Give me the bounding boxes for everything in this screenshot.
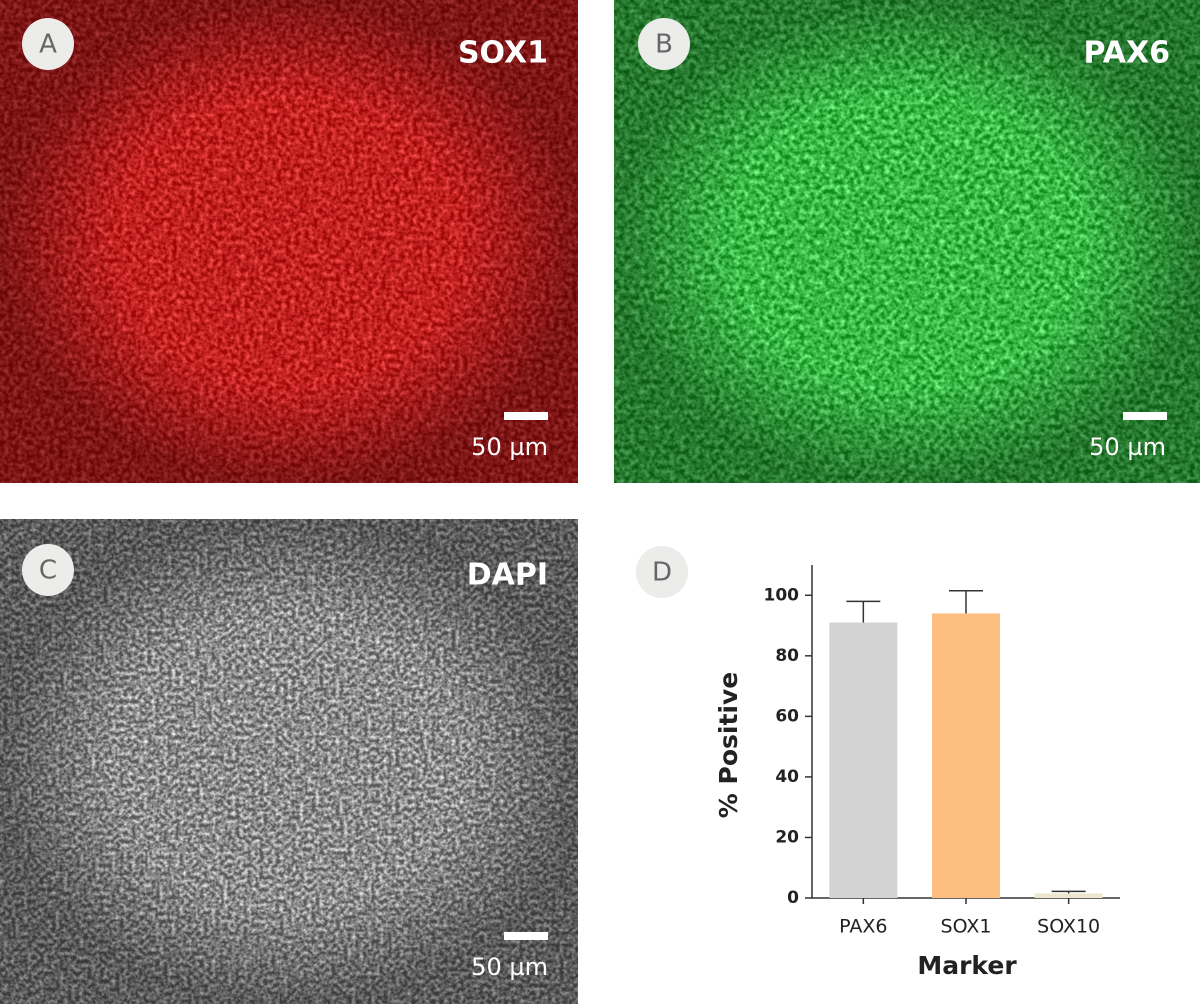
x-tick-label: SOX10: [1037, 916, 1100, 938]
x-tick-label: PAX6: [839, 916, 887, 938]
scale-label: 50 µm: [1089, 433, 1166, 461]
panel-label: C: [39, 556, 57, 586]
panel-c: C DAPI 50 µm: [0, 519, 578, 1004]
scale-label: 50 µm: [471, 953, 548, 981]
bar: [829, 622, 898, 898]
y-tick-label: 20: [775, 827, 799, 847]
y-tick-label: 100: [764, 585, 800, 605]
panel-a: A SOX1 50 µm: [0, 0, 578, 483]
bar: [932, 613, 1000, 898]
bar: [1034, 893, 1103, 898]
stain-name: SOX1: [458, 36, 548, 71]
scale-bar: [1123, 412, 1167, 420]
y-tick-label: 80: [775, 646, 799, 666]
stain-name: DAPI: [467, 558, 548, 593]
stain-name: PAX6: [1084, 36, 1170, 71]
scale-bar: [504, 932, 548, 940]
y-tick-label: 40: [775, 767, 799, 787]
y-tick-label: 0: [787, 888, 799, 908]
x-tick-label: SOX1: [941, 916, 992, 938]
y-axis-title: % Positive: [714, 672, 743, 818]
panel-label: A: [39, 30, 57, 60]
x-axis-title: Marker: [917, 951, 1017, 980]
scale-bar: [504, 412, 548, 420]
panel-d: D Marker % Positive 0 20 40 60 80 100 PAX6 SOX1…: [636, 546, 1120, 980]
y-tick-label: 60: [775, 706, 799, 726]
panel-b: B PAX6 50 µm: [614, 0, 1200, 483]
scale-label: 50 µm: [471, 433, 548, 461]
panel-label: D: [652, 558, 672, 588]
panel-label: B: [655, 30, 673, 60]
